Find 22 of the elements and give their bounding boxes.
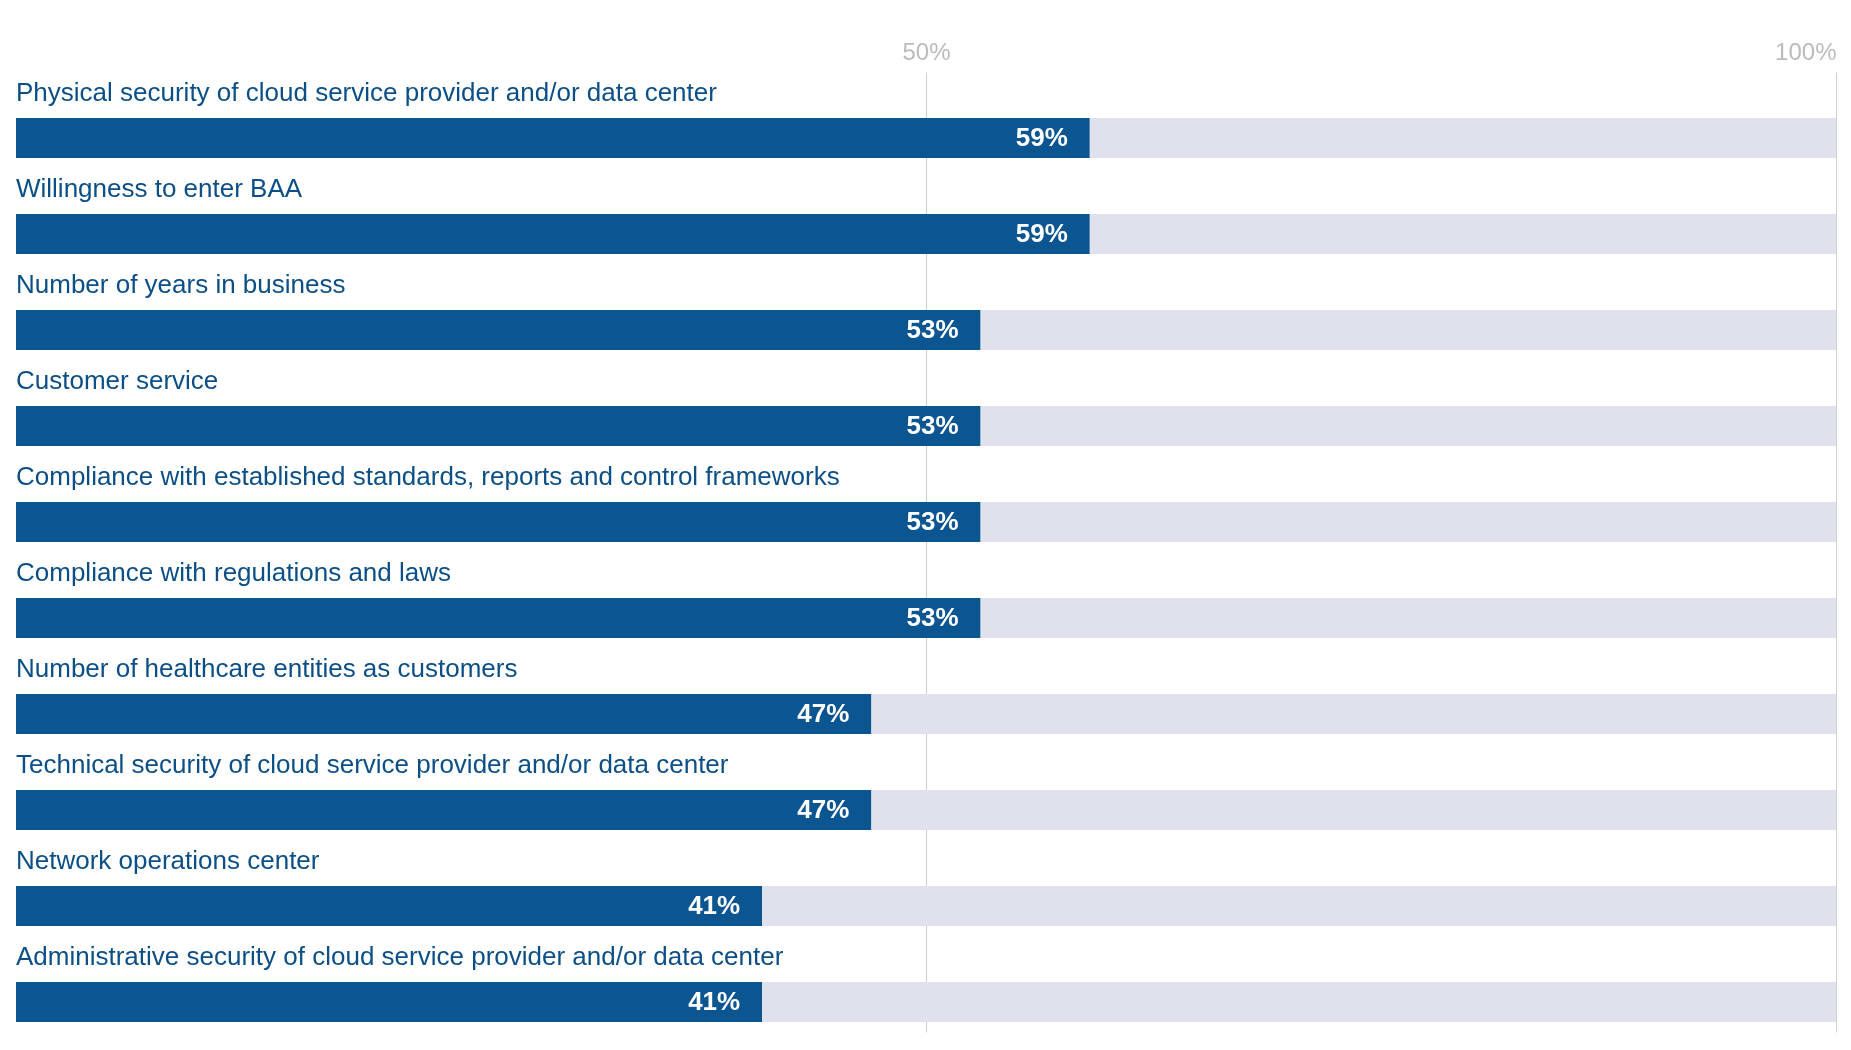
y-tick-label: Willingness to enter BAA [16, 173, 303, 203]
y-tick-label: Compliance with regulations and laws [16, 557, 452, 587]
y-tick-label: Network operations center [16, 845, 320, 875]
y-tick-label: Administrative security of cloud service provider and/or data center [16, 941, 784, 971]
data-label: 53% [906, 314, 959, 344]
y-tick-label: Compliance with established standards, reports and control frameworks [16, 461, 840, 491]
data-label: 41% [688, 890, 741, 920]
x-tick-label: 50% [902, 37, 951, 65]
data-label: 53% [906, 506, 959, 536]
y-tick-label: Number of healthcare entities as customers [16, 653, 518, 683]
data-label: 59% [1015, 122, 1068, 152]
y-tick-label: Technical security of cloud service provider and/or data center [16, 749, 729, 779]
x-tick-label: 100% [1775, 37, 1837, 65]
y-tick-label: Number of years in business [16, 269, 346, 299]
data-label: 47% [797, 794, 850, 824]
data-label: 41% [688, 986, 741, 1016]
data-label: 47% [797, 698, 850, 728]
y-tick-label: Customer service [16, 365, 219, 395]
y-tick-label: Physical security of cloud service provider and/or data center [16, 77, 718, 107]
data-label: 53% [906, 602, 959, 632]
data-label: 59% [1015, 218, 1068, 248]
data-label: 53% [906, 410, 959, 440]
